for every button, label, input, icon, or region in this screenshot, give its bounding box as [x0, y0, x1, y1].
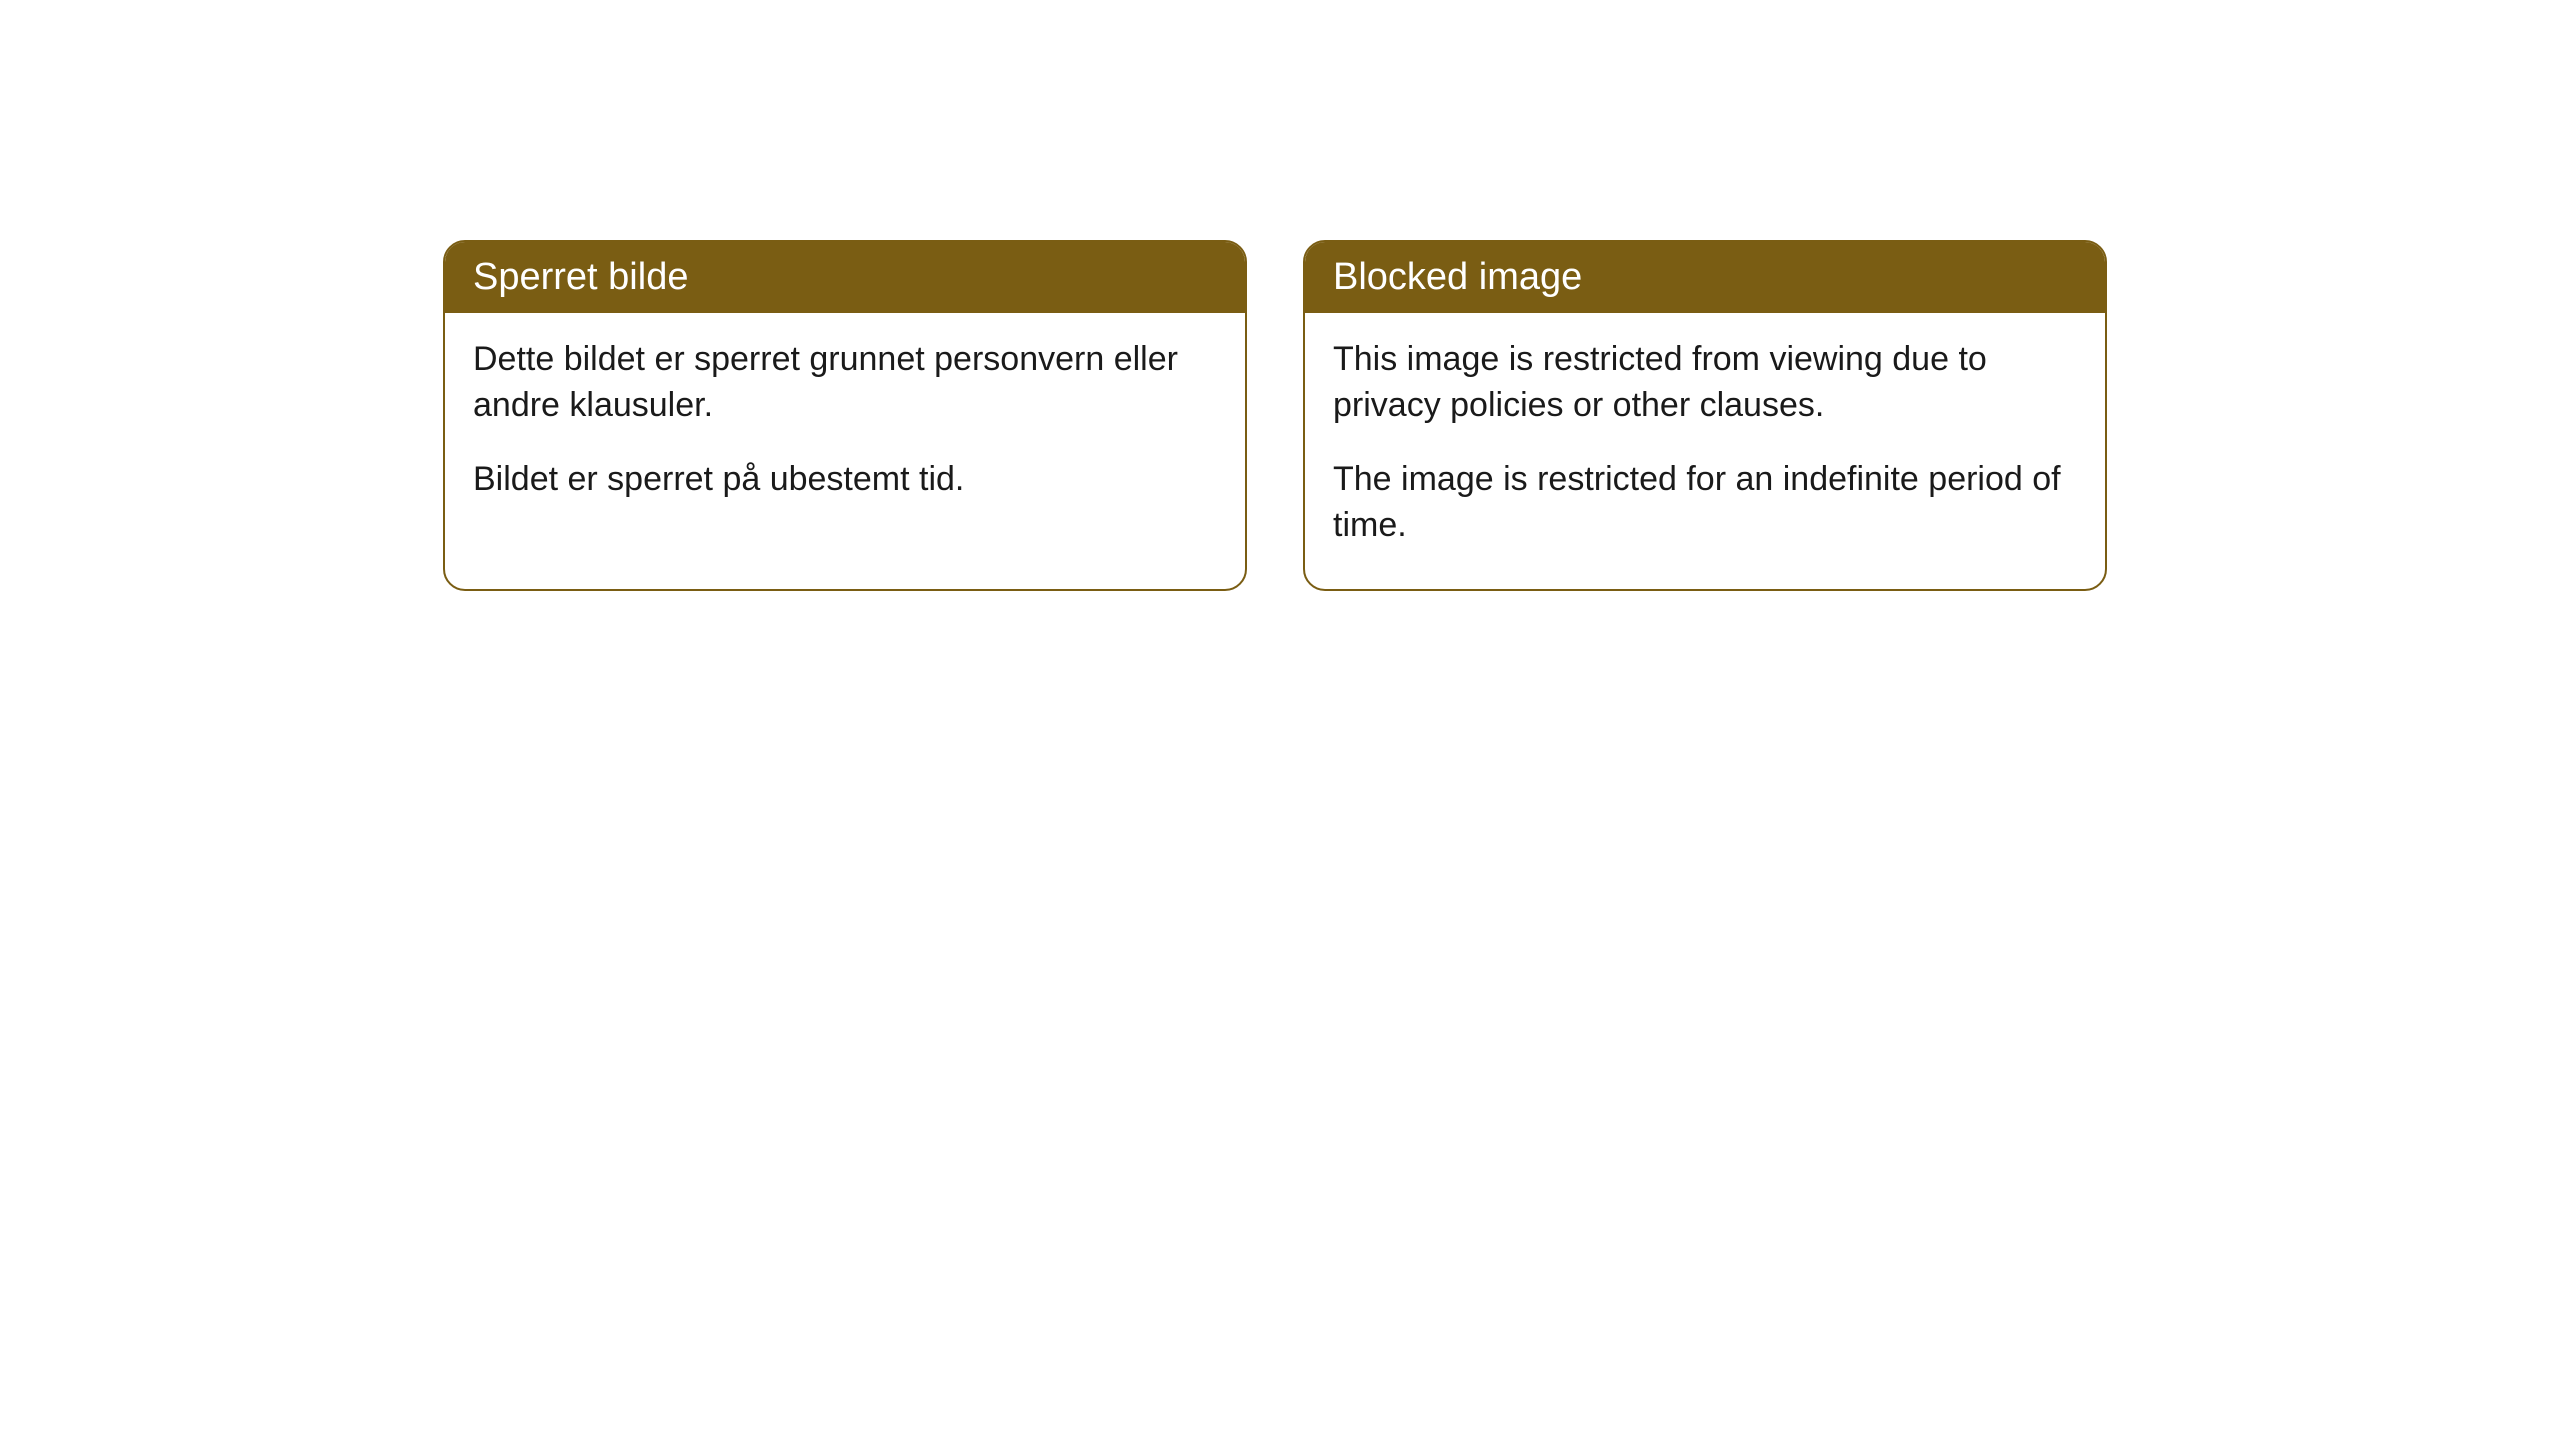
card-norwegian-body: Dette bildet er sperret grunnet personve…: [445, 313, 1245, 543]
notice-container: Sperret bilde Dette bildet er sperret gr…: [0, 0, 2560, 591]
card-norwegian-paragraph-2: Bildet er sperret på ubestemt tid.: [473, 457, 1217, 503]
card-english: Blocked image This image is restricted f…: [1303, 240, 2107, 591]
card-norwegian-paragraph-1: Dette bildet er sperret grunnet personve…: [473, 337, 1217, 429]
card-norwegian-title: Sperret bilde: [445, 242, 1245, 313]
card-english-title: Blocked image: [1305, 242, 2105, 313]
card-norwegian: Sperret bilde Dette bildet er sperret gr…: [443, 240, 1247, 591]
card-english-paragraph-1: This image is restricted from viewing du…: [1333, 337, 2077, 429]
card-english-paragraph-2: The image is restricted for an indefinit…: [1333, 457, 2077, 549]
card-english-body: This image is restricted from viewing du…: [1305, 313, 2105, 589]
